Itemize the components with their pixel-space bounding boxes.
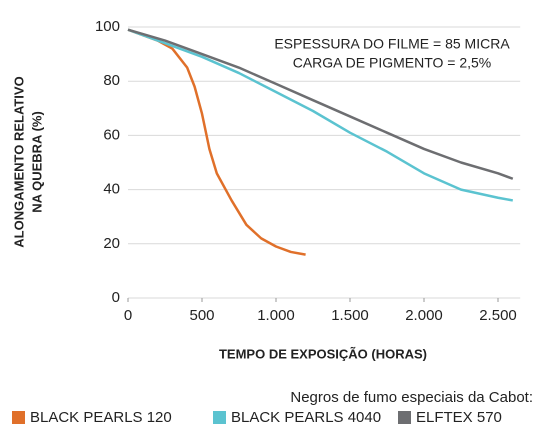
line-series (127, 28, 514, 180)
y-tick-label: 60 (103, 126, 120, 143)
legend-swatch (398, 411, 411, 424)
legend-swatch (213, 411, 226, 424)
annotation: ESPESSURA DO FILME = 85 MICRA (274, 36, 510, 52)
legend-label: BLACK PEARLS 4040 (231, 409, 381, 426)
line-series (127, 28, 514, 202)
y-axis-label: NA QUEBRA (%) (29, 111, 44, 213)
legend-title: Negros de fumo especiais da Cabot: (290, 389, 533, 406)
y-tick-label: 20 (103, 235, 120, 252)
legend-label: BLACK PEARLS 120 (30, 409, 172, 426)
y-axis-label: ALONGAMENTO RELATIVO (11, 76, 26, 247)
y-tick-label: 40 (103, 181, 120, 198)
x-tick-label: 2.000 (405, 307, 443, 324)
x-tick-label: 0 (124, 307, 132, 324)
x-axis-label: TEMPO DE EXPOSIÇÃO (HORAS) (219, 346, 427, 361)
x-tick-label: 1.500 (331, 307, 369, 324)
y-tick-label: 100 (95, 18, 120, 35)
legend-swatch (12, 411, 25, 424)
y-tick-label: 0 (112, 289, 120, 306)
legend-label: ELFTEX 570 (416, 409, 502, 426)
line-series (127, 28, 306, 256)
annotation: CARGA DE PIGMENTO = 2,5% (293, 55, 492, 71)
x-tick-label: 2.500 (479, 307, 517, 324)
x-tick-label: 500 (189, 307, 214, 324)
x-tick-label: 1.000 (257, 307, 295, 324)
y-tick-label: 80 (103, 72, 120, 89)
